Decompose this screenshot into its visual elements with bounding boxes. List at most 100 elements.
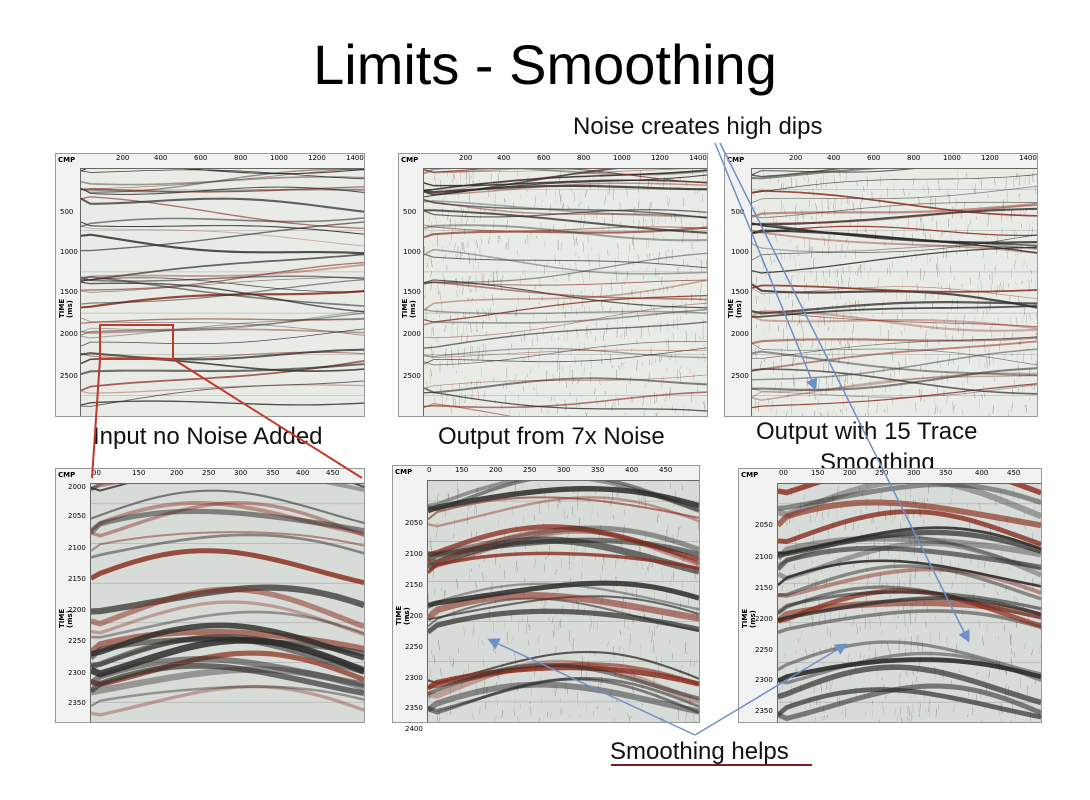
tick-label: 2000 — [731, 330, 749, 338]
tick-label: 800 — [577, 154, 591, 162]
cmp-axis: CMP 200 400 600 800 1000 1200 1400 — [56, 154, 364, 169]
caption-input: Input no Noise Added — [93, 423, 323, 450]
tick-label: 1200 — [981, 154, 999, 162]
tick-label: 2350 — [755, 707, 773, 715]
cmp-axis: CMP 00 150 200 250 300 350 400 450 — [739, 469, 1041, 484]
time-axis-label: TIME (ms) — [58, 298, 74, 318]
tick-label: 1000 — [60, 248, 78, 256]
tick-label: 2000 — [403, 330, 421, 338]
tick-label: 2200 — [405, 612, 423, 620]
tick-label: 1400 — [346, 154, 364, 162]
tick-label: 2250 — [405, 643, 423, 651]
tick-label: 2200 — [755, 615, 773, 623]
tick-label: 300 — [907, 469, 921, 477]
cmp-axis-label: CMP — [401, 156, 419, 164]
cmp-axis: CMP 200 400 600 800 1000 1200 1400 — [399, 154, 707, 169]
tick-label: 250 — [202, 469, 216, 477]
tick-label: 2000 — [68, 483, 86, 491]
seismic-section — [81, 169, 364, 416]
tick-label: 350 — [591, 466, 605, 474]
cmp-axis-label: CMP — [58, 156, 76, 164]
time-axis: TIME (ms) 500 1000 1500 2000 2500 — [399, 168, 424, 416]
tick-label: 1200 — [651, 154, 669, 162]
seismic-image — [778, 484, 1041, 722]
tick-label: 250 — [523, 466, 537, 474]
tick-label: 400 — [296, 469, 310, 477]
time-axis: TIME (ms) 2050 2100 2150 2200 2250 2300 … — [393, 480, 428, 733]
tick-label: 200 — [843, 469, 857, 477]
tick-label: 400 — [827, 154, 841, 162]
slide-title: Limits - Smoothing — [313, 33, 777, 96]
tick-label: 2100 — [405, 550, 423, 558]
tick-label: 150 — [811, 469, 825, 477]
tick-label: 450 — [659, 466, 673, 474]
seismic-image — [81, 169, 364, 416]
tick-label: 2150 — [68, 575, 86, 583]
tick-label: 250 — [875, 469, 889, 477]
tick-label: 2150 — [405, 581, 423, 589]
caption-output-noise: Output from 7x Noise — [438, 423, 665, 450]
tick-label: 500 — [403, 208, 417, 216]
seismic-image — [91, 484, 364, 722]
seismic-section — [91, 484, 364, 722]
tick-label: 300 — [557, 466, 571, 474]
seismic-image — [428, 481, 699, 722]
tick-label: 200 — [116, 154, 130, 162]
cmp-axis: CMP 00 150 200 250 300 350 400 450 — [56, 469, 364, 484]
tick-label: 2400 — [405, 725, 423, 733]
panel-bottom-noise: CMP 0 150 200 250 300 350 400 450 TIME (… — [392, 465, 700, 733]
tick-label: 800 — [234, 154, 248, 162]
tick-label: 350 — [939, 469, 953, 477]
tick-label: 1500 — [60, 288, 78, 296]
tick-label: 1400 — [1019, 154, 1037, 162]
time-axis-label: TIME (ms) — [727, 298, 743, 318]
tick-label: 600 — [867, 154, 881, 162]
tick-label: 1000 — [270, 154, 288, 162]
tick-label: 00 — [92, 469, 101, 477]
tick-label: 2100 — [68, 544, 86, 552]
time-axis: TIME (ms) 2000 2050 2100 2150 2200 2250 … — [56, 483, 91, 722]
time-axis: TIME (ms) 500 1000 1500 2000 2500 — [56, 168, 81, 416]
tick-label: 2250 — [68, 637, 86, 645]
tick-label: 200 — [789, 154, 803, 162]
tick-label: 2300 — [755, 676, 773, 684]
time-axis: TIME (ms) 500 1000 1500 2000 2500 — [725, 168, 752, 416]
tick-label: 2350 — [405, 704, 423, 712]
caption-output-smooth-line1: Output with 15 Trace — [756, 418, 978, 445]
tick-label: 400 — [975, 469, 989, 477]
panel-top-noise: CMP 200 400 600 800 1000 1200 1400 TIME … — [398, 153, 708, 417]
tick-label: 2100 — [755, 553, 773, 561]
tick-label: 600 — [537, 154, 551, 162]
tick-label: 1500 — [403, 288, 421, 296]
seismic-section — [778, 484, 1041, 722]
tick-label: 350 — [266, 469, 280, 477]
annotation-smoothing-helps: Smoothing helps — [610, 738, 789, 765]
tick-label: 2300 — [405, 674, 423, 682]
tick-label: 450 — [1007, 469, 1021, 477]
tick-label: 2200 — [68, 606, 86, 614]
seismic-image — [424, 169, 707, 416]
tick-label: 400 — [497, 154, 511, 162]
annotation-noise-dips: Noise creates high dips — [573, 113, 823, 140]
tick-label: 2300 — [68, 669, 86, 677]
tick-label: 1000 — [403, 248, 421, 256]
cmp-axis: CMP 200 400 600 800 1000 1200 1400 — [725, 154, 1037, 169]
seismic-section — [428, 481, 699, 722]
time-axis-label: TIME (ms) — [395, 605, 411, 625]
tick-label: 2050 — [68, 512, 86, 520]
tick-label: 1500 — [731, 288, 749, 296]
tick-label: 450 — [326, 469, 340, 477]
tick-label: 1000 — [613, 154, 631, 162]
tick-label: 300 — [234, 469, 248, 477]
tick-label: 1000 — [943, 154, 961, 162]
tick-label: 00 — [779, 469, 788, 477]
tick-label: 1200 — [308, 154, 326, 162]
tick-label: 200 — [170, 469, 184, 477]
tick-label: 2350 — [68, 699, 86, 707]
tick-label: 200 — [489, 466, 503, 474]
seismic-image — [752, 169, 1037, 416]
tick-label: 2000 — [60, 330, 78, 338]
tick-label: 400 — [625, 466, 639, 474]
tick-label: 400 — [154, 154, 168, 162]
tick-label: 2500 — [403, 372, 421, 380]
